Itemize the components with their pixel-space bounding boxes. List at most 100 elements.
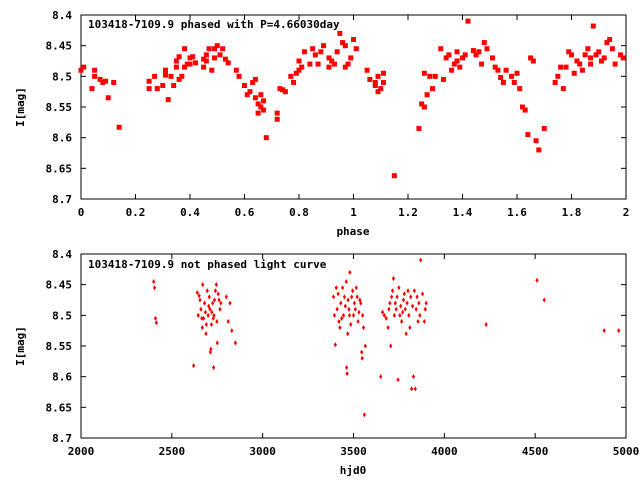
x-tick-label: 1.2 <box>398 206 418 219</box>
data-point <box>398 312 402 318</box>
data-point <box>154 320 158 326</box>
unphased-plot-ylabel: I[mag] <box>14 326 27 366</box>
data-point <box>187 55 193 61</box>
data-point <box>360 355 364 361</box>
data-point <box>340 315 344 321</box>
data-point <box>509 73 515 79</box>
data-point <box>201 56 207 62</box>
unphased-plot-xlabel: hjd0 <box>340 464 367 477</box>
data-point <box>457 64 463 70</box>
data-point <box>542 297 546 303</box>
data-point <box>250 79 256 85</box>
data-point <box>338 325 342 331</box>
data-point <box>225 60 231 66</box>
data-point <box>182 46 188 52</box>
phased-plot-xlabel: phase <box>336 225 369 238</box>
data-point <box>528 55 534 61</box>
x-tick-label: 0.6 <box>235 206 255 219</box>
data-point <box>397 285 401 291</box>
data-point <box>407 312 411 318</box>
data-point <box>348 55 354 61</box>
x-tick-label: 0.2 <box>126 206 146 219</box>
data-point <box>215 340 219 346</box>
data-point <box>207 303 211 309</box>
data-point <box>354 285 358 291</box>
data-point <box>380 309 385 315</box>
data-point <box>214 43 220 49</box>
data-point <box>334 49 340 55</box>
data-point <box>162 72 168 78</box>
data-point <box>153 315 158 321</box>
data-point <box>224 294 228 300</box>
data-point <box>612 61 618 67</box>
data-point <box>409 294 413 300</box>
x-tick-label: 1.4 <box>453 206 473 219</box>
data-point <box>495 67 501 73</box>
data-point <box>350 288 355 294</box>
data-point <box>380 79 386 85</box>
data-point <box>339 300 343 306</box>
data-point <box>176 76 182 82</box>
data-point <box>301 49 307 55</box>
data-point <box>202 315 206 321</box>
data-point <box>403 306 407 312</box>
data-point <box>382 312 386 318</box>
data-point <box>274 110 280 116</box>
data-point <box>242 83 247 89</box>
data-point <box>346 331 350 337</box>
data-point <box>451 61 457 67</box>
data-point <box>347 306 351 312</box>
data-point <box>258 104 264 110</box>
data-point <box>168 73 174 79</box>
data-point <box>146 86 152 92</box>
data-point <box>341 285 345 291</box>
data-point <box>346 297 350 303</box>
data-point <box>473 52 479 58</box>
y-tick-label: 8.5 <box>52 70 72 83</box>
data-point <box>422 318 426 324</box>
data-point <box>208 306 212 312</box>
data-point <box>484 46 490 52</box>
data-point <box>492 64 498 70</box>
data-point <box>367 76 373 82</box>
data-point <box>353 306 357 312</box>
data-point <box>326 64 332 70</box>
data-point <box>476 49 482 55</box>
data-point <box>92 67 98 73</box>
data-point <box>577 61 583 67</box>
data-point <box>417 300 421 306</box>
data-point <box>252 95 258 101</box>
data-point <box>335 306 339 312</box>
data-point <box>162 67 168 73</box>
x-tick-label: 4500 <box>522 445 549 458</box>
data-point <box>105 95 111 101</box>
data-point <box>421 70 427 76</box>
data-point <box>411 374 416 380</box>
data-point <box>342 43 348 49</box>
data-point <box>342 294 347 300</box>
data-point <box>363 343 367 349</box>
data-point <box>344 279 348 285</box>
data-point <box>326 55 332 61</box>
data-point <box>173 58 179 64</box>
data-point <box>460 55 465 61</box>
data-point <box>345 371 349 377</box>
data-point <box>618 52 624 58</box>
data-point <box>424 92 430 98</box>
data-point <box>416 318 420 324</box>
data-point <box>388 300 392 306</box>
data-point <box>92 73 98 79</box>
data-point <box>345 61 351 67</box>
data-point <box>233 67 239 73</box>
data-point <box>280 87 286 93</box>
data-point <box>402 291 406 297</box>
data-point <box>230 328 234 334</box>
x-tick-label: 0.4 <box>180 206 200 219</box>
data-point <box>288 73 294 79</box>
data-point <box>203 52 209 58</box>
x-tick-label: 0.8 <box>289 206 309 219</box>
data-point <box>331 294 336 300</box>
data-point <box>387 306 391 312</box>
data-point <box>201 282 205 288</box>
data-point <box>216 291 220 297</box>
